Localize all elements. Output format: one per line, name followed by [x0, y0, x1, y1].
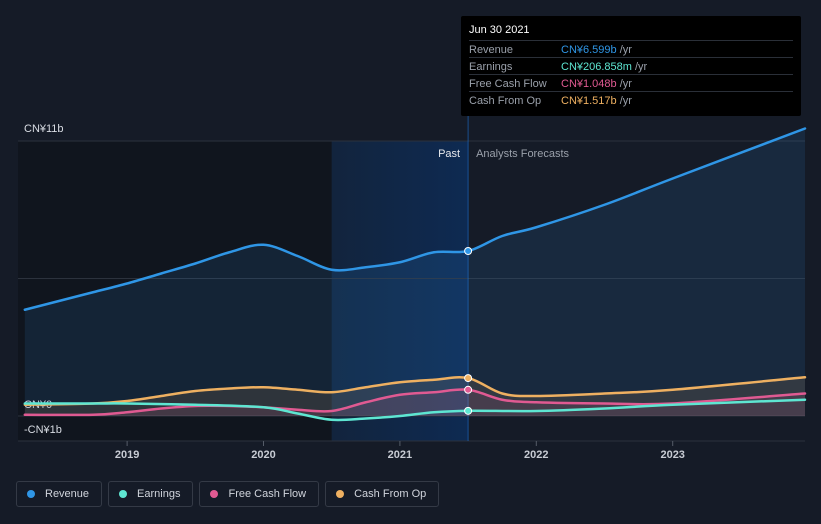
financials-chart: 2019 2020 2021 2022 2023CN¥11bCN¥0-CN¥1bPast…: [18, 18, 807, 461]
series-marker-cash-from-op: [464, 374, 473, 383]
tooltip-row-earnings: Earnings CN¥206.858m /yr: [469, 57, 793, 75]
tooltip-value: CN¥1.048b /yr: [561, 78, 632, 90]
series-marker-earnings: [464, 406, 473, 415]
series-marker-revenue: [464, 247, 473, 255]
x-tick-label: 2021: [388, 449, 412, 461]
y-tick-label: -CN¥1b: [24, 424, 62, 436]
tooltip: Jun 30 2021 Revenue CN¥6.599b /yr Earnin…: [461, 16, 801, 116]
legend-label: Cash From Op: [354, 488, 427, 500]
tooltip-label: Free Cash Flow: [469, 78, 547, 90]
tooltip-value: CN¥1.517b /yr: [561, 95, 632, 107]
x-tick-label: 2022: [524, 449, 548, 461]
series-area-revenue: [24, 128, 805, 416]
tooltip-label: Cash From Op: [469, 95, 542, 107]
tooltip-row-revenue: Revenue CN¥6.599b /yr: [469, 40, 793, 58]
series-line-revenue: [23, 127, 807, 311]
legend-dot-icon: [119, 490, 128, 498]
legend-item-cash-from-op[interactable]: Cash From Op: [325, 481, 440, 507]
legend-item-earnings[interactable]: Earnings: [108, 481, 194, 507]
legend-label: Free Cash Flow: [228, 488, 307, 500]
series-line-cash-from-op: [23, 376, 807, 406]
legend: Revenue Earnings Free Cash Flow Cash Fro…: [16, 481, 440, 507]
legend-label: Earnings: [137, 488, 181, 500]
tooltip-value: CN¥206.858m /yr: [561, 61, 648, 73]
tooltip-label: Earnings: [469, 61, 513, 73]
series-line-earnings: [23, 398, 807, 422]
legend-dot-icon: [27, 490, 35, 498]
y-tick-label: CN¥11b: [24, 123, 64, 135]
past-region-background: [18, 141, 332, 441]
legend-label: Revenue: [45, 488, 90, 500]
past-label: Past: [438, 148, 460, 160]
tooltip-row-free-cash-flow: Free Cash Flow CN¥1.048b /yr: [469, 74, 793, 92]
legend-item-free-cash-flow[interactable]: Free Cash Flow: [199, 481, 320, 507]
x-tick-label: 2023: [660, 449, 684, 461]
x-tick-label: 2019: [115, 449, 139, 461]
tooltip-value: CN¥6.599b /yr: [561, 44, 632, 56]
forecast-label: Analysts Forecasts: [476, 148, 569, 160]
legend-dot-icon: [210, 490, 219, 498]
x-tick-label: 2020: [251, 449, 275, 461]
series-marker-free-cash-flow: [464, 385, 473, 394]
tooltip-row-cash-from-op: Cash From Op CN¥1.517b /yr: [469, 91, 793, 109]
tooltip-label: Revenue: [469, 44, 514, 56]
tooltip-date: Jun 30 2021: [469, 24, 530, 36]
legend-dot-icon: [336, 490, 345, 498]
legend-item-revenue[interactable]: Revenue: [16, 481, 103, 507]
series-line-free-cash-flow: [23, 388, 807, 417]
